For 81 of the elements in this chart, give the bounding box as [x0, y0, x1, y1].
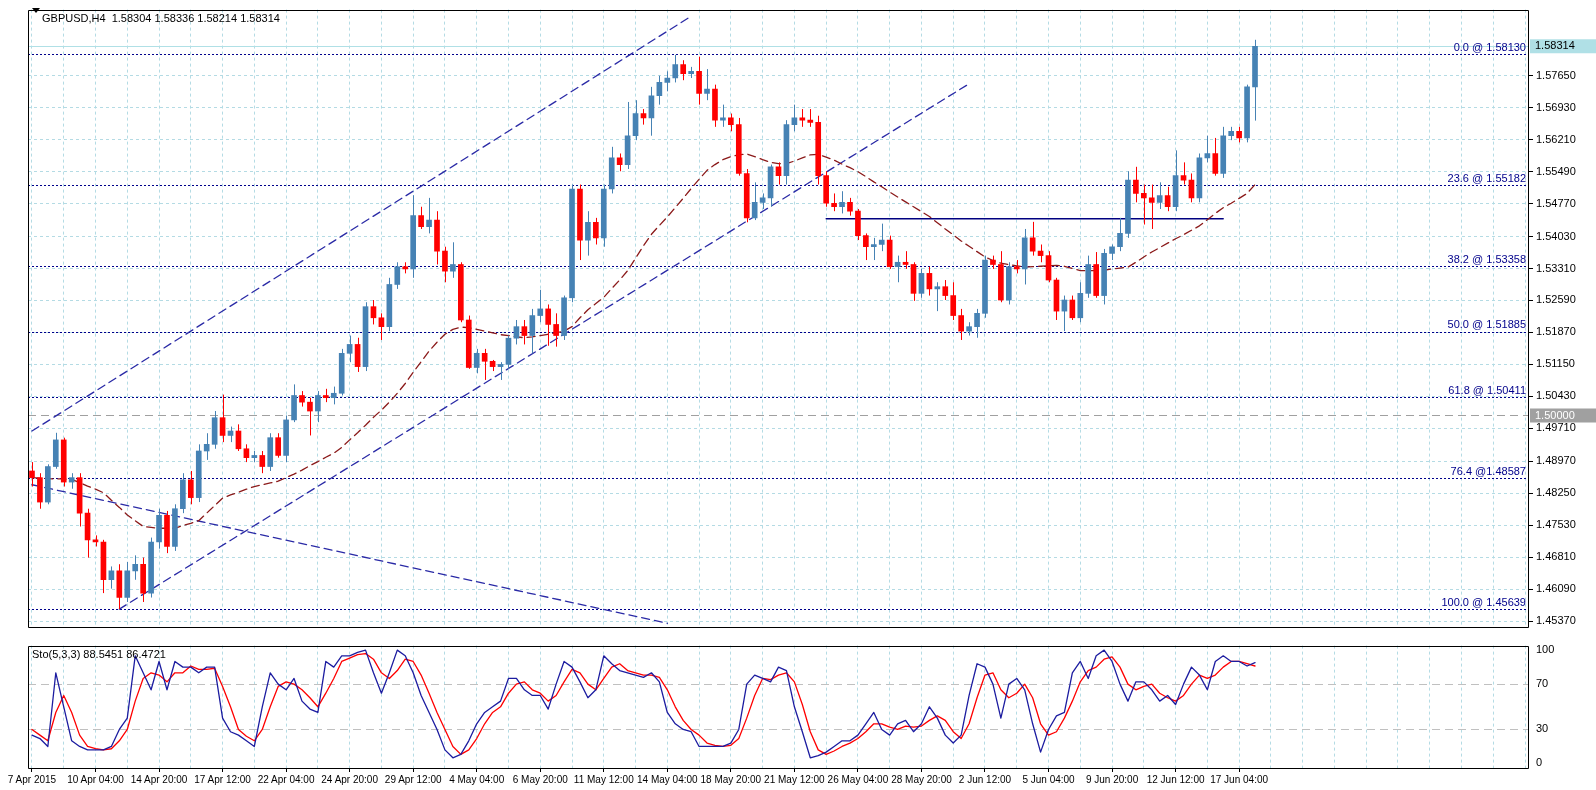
ref-line-label: 0.0 @ 1.58130: [1453, 40, 1526, 53]
chart-title: GBPUSD,H4 1.58304 1.58336 1.58214 1.58314: [42, 12, 280, 25]
candlestick: [553, 312, 559, 348]
candlestick: [1156, 181, 1163, 210]
y-tick-label: 1.48970: [1536, 454, 1576, 467]
x-tick-label: 28 May 20:00: [891, 773, 953, 785]
candlestick: [322, 388, 329, 403]
candlestick: [950, 281, 957, 321]
candlestick: [688, 66, 694, 79]
candlestick: [561, 295, 567, 341]
y-tick-label: 1.54030: [1536, 229, 1576, 242]
ref-line-label: 50.0 @ 1.51885: [1447, 318, 1526, 331]
y-tick-label: 1.51150: [1536, 357, 1575, 370]
x-tick-label: 29 Apr 12:00: [384, 773, 442, 785]
candlestick: [418, 206, 424, 230]
candlestick: [720, 104, 726, 128]
candlestick: [942, 279, 949, 301]
x-tick-label: 22 Apr 04:00: [257, 773, 315, 785]
candlestick: [1220, 126, 1227, 179]
y-tick-label: 1.52590: [1536, 293, 1576, 306]
candlestick: [799, 108, 806, 128]
y-tick-label: 1.53310: [1536, 261, 1576, 274]
candlestick: [823, 170, 829, 208]
ref-line-label: 100.0 @ 1.45639: [1441, 595, 1526, 608]
x-tick-label: 17 Jun 04:00: [1210, 773, 1269, 785]
x-tick-label: 26 May 04:00: [827, 773, 889, 785]
x-tick-label: 5 Jun 04:00: [1022, 773, 1076, 785]
x-tick-label: 2 Jun 12:00: [958, 773, 1012, 785]
y-tick-label: 1.49710: [1536, 421, 1576, 434]
x-tick-label: 18 May 20:00: [700, 773, 762, 785]
ref-line-label: 23.6 @ 1.55182: [1447, 171, 1526, 184]
x-tick-label: 6 May 20:00: [512, 773, 569, 785]
ref-line-label: 61.8 @ 1.50411: [1448, 383, 1526, 396]
candlestick: [275, 432, 281, 459]
candlestick: [402, 261, 409, 274]
y-tick-label: 30: [1536, 722, 1549, 735]
x-tick-label: 4 May 04:00: [449, 773, 505, 785]
y-tick-label: 1.56210: [1536, 132, 1576, 145]
y-tick-label: 1.48250: [1536, 486, 1576, 499]
x-tick-label: 7 Apr 2015: [7, 773, 57, 785]
ref-line-label: 1.50000: [1535, 408, 1575, 421]
y-tick-label: 1.55490: [1536, 164, 1576, 177]
y-tick-label: 1.54770: [1536, 196, 1576, 209]
candlestick: [1085, 255, 1092, 299]
x-tick-label: 17 Apr 12:00: [194, 773, 252, 785]
y-tick-label: 70: [1536, 677, 1549, 690]
candlestick: [807, 108, 814, 128]
y-tick-label: 1.45370: [1536, 614, 1576, 627]
ref-line-label: 1.58314: [1535, 39, 1575, 52]
x-tick-label: 14 Apr 20:00: [130, 773, 188, 785]
x-tick-label: 12 Jun 12:00: [1146, 773, 1205, 785]
candlestick: [394, 261, 401, 290]
candlestick: [847, 197, 853, 217]
candlestick: [863, 232, 869, 261]
candlestick: [1013, 259, 1020, 274]
candlestick: [1109, 244, 1115, 261]
y-tick-label: 0: [1536, 756, 1543, 769]
y-tick-label: 1.46090: [1536, 582, 1576, 595]
x-tick-label: 11 May 12:00: [573, 773, 635, 785]
y-tick-label: 1.47530: [1536, 518, 1576, 531]
y-tick-label: 1.50430: [1536, 389, 1576, 402]
candlestick: [267, 432, 274, 472]
y-tick-label: 100: [1536, 643, 1555, 656]
candlestick: [870, 237, 877, 261]
chart-title: Sto(5,3,3) 88.5451 86.4721: [32, 648, 166, 661]
x-tick-label: 24 Apr 20:00: [321, 773, 379, 785]
x-tick-label: 10 Apr 04:00: [67, 773, 125, 785]
x-tick-label: 9 Jun 20:00: [1085, 773, 1139, 785]
y-tick-label: 1.57650: [1536, 68, 1576, 81]
candlestick: [529, 308, 536, 354]
ref-line-label: 38.2 @ 1.53358: [1447, 252, 1526, 265]
x-tick-label: 14 May 04:00: [637, 773, 699, 785]
candlestick: [1212, 137, 1219, 177]
y-tick-label: 1.56930: [1536, 100, 1576, 113]
candlestick: [259, 450, 266, 474]
y-tick-label: 1.46810: [1536, 550, 1576, 563]
candlestick: [680, 59, 687, 81]
ref-line-label: 76.4 @1.48587: [1450, 464, 1526, 477]
x-tick-label: 21 May 12:00: [764, 773, 826, 785]
candlestick: [172, 503, 178, 552]
y-tick-label: 1.51870: [1536, 325, 1576, 338]
